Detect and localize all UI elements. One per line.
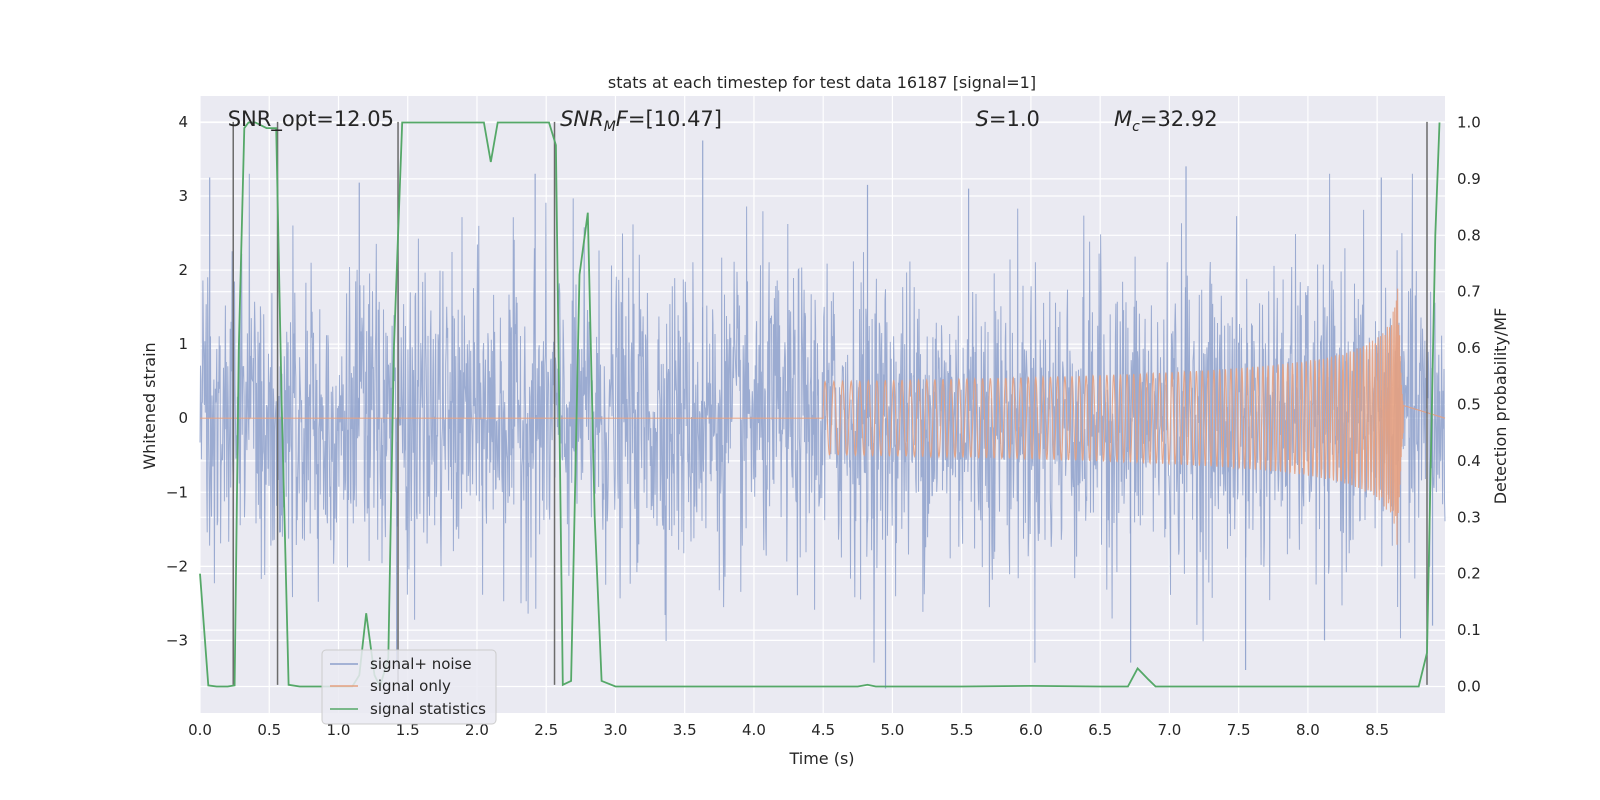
y2-axis-title: Detection probability/MF: [1491, 308, 1510, 505]
x-tick-label: 3.5: [673, 721, 697, 739]
x-tick-label: 6.0: [1019, 721, 1043, 739]
annotation-2: S=1.0: [976, 107, 1040, 131]
y2-tick-label: 0.3: [1457, 508, 1481, 526]
x-axis-title: Time (s): [788, 749, 854, 768]
annotation-1: SNRMF=[10.47]: [560, 107, 722, 135]
y2-tick-label: 0.2: [1457, 565, 1481, 583]
x-tick-label: 0.5: [257, 721, 281, 739]
legend: signal+ noise signal only signal statist…: [321, 649, 497, 725]
y2-tick-label: 0.1: [1457, 621, 1481, 639]
legend-label-signal-only: signal only: [370, 677, 451, 695]
x-tick-label: 8.0: [1296, 721, 1320, 739]
x-tick-label: 7.5: [1227, 721, 1251, 739]
signal-only-series: [200, 288, 1446, 545]
x-tick-label: 5.0: [881, 721, 905, 739]
annotation-0: SNR_opt=12.05: [228, 107, 394, 132]
y2-tick-label: 0.5: [1457, 396, 1481, 414]
y-tick-label: −2: [166, 557, 188, 575]
legend-box: [321, 649, 497, 725]
annotation-3: Mc=32.92: [1114, 107, 1218, 135]
x-tick-label: 4.0: [742, 721, 766, 739]
x-tick-label: 6.5: [1088, 721, 1112, 739]
y2-tick-labels: 0.0 0.1 0.2 0.3 0.4 0.5 0.6 0.7 0.8 0.9 1.0: [1457, 114, 1481, 696]
y-tick-label: 0: [178, 409, 188, 427]
y2-tick-label: 0.4: [1457, 452, 1481, 470]
legend-label-noise: signal+ noise: [370, 655, 472, 673]
y-axis-title: Whitened strain: [140, 342, 159, 469]
signal-statistics-series: [199, 121, 1441, 689]
annotations: SNR_opt=12.05 SNRMF=[10.47] S=1.0 Mc=32.92: [228, 107, 1218, 135]
y-tick-label: 3: [178, 187, 188, 205]
x-tick-label: 2.5: [534, 721, 558, 739]
y2-tick-label: 0.8: [1457, 226, 1481, 244]
y-tick-label: −1: [166, 483, 188, 501]
y-tick-labels: −3 −2 −1 0 1 2 3 4: [166, 113, 188, 649]
chart-title: stats at each timestep for test data 161…: [608, 73, 1036, 92]
legend-label-signal-statistics: signal statistics: [370, 700, 486, 718]
x-tick-labels: 0.0 0.5 1.0 1.5 2.0 2.5 3.0 3.5 4.0 4.5 5.0 5.5 6.0 6…: [188, 721, 1389, 739]
y-tick-label: 4: [178, 113, 188, 131]
x-tick-label: 0.0: [188, 721, 212, 739]
x-tick-label: 5.5: [950, 721, 974, 739]
y-tick-label: 1: [178, 335, 188, 353]
y2-tick-label: 1.0: [1457, 114, 1481, 132]
x-tick-label: 2.0: [465, 721, 489, 739]
signal-only-trace: [200, 288, 1446, 545]
x-tick-label: 7.0: [1157, 721, 1181, 739]
x-tick-label: 4.5: [811, 721, 835, 739]
y-tick-label: 2: [178, 261, 188, 279]
y2-tick-label: 0.7: [1457, 283, 1481, 301]
signal-statistics-trace: [199, 121, 1441, 689]
x-tick-label: 1.0: [327, 721, 351, 739]
x-tick-label: 3.0: [604, 721, 628, 739]
x-tick-label: 8.5: [1365, 721, 1389, 739]
y-tick-label: −3: [166, 631, 188, 649]
y2-tick-label: 0.6: [1457, 339, 1481, 357]
y2-tick-label: 0.0: [1457, 677, 1481, 695]
x-tick-label: 1.5: [396, 721, 420, 739]
signal-noise-series: [199, 140, 1446, 689]
y2-tick-label: 0.9: [1457, 170, 1481, 188]
